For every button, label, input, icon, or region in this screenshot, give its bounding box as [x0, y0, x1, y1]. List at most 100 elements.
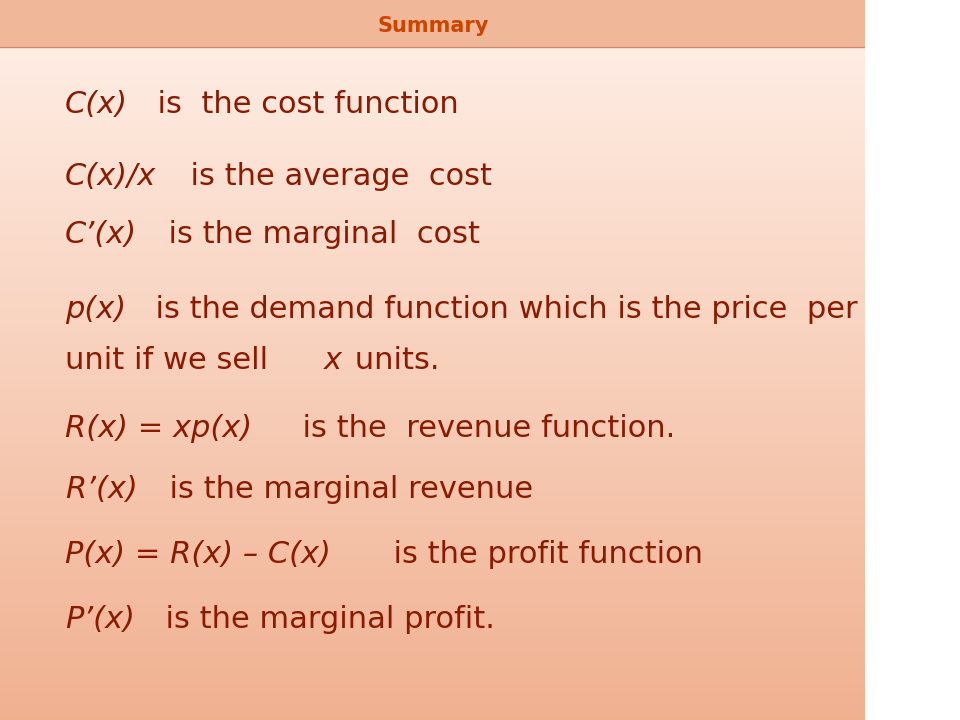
Bar	[0, 535, 866, 538]
Bar	[0, 122, 866, 125]
Bar	[0, 713, 866, 715]
Bar	[0, 459, 866, 461]
Bar	[0, 415, 866, 418]
Bar	[0, 619, 866, 621]
Bar	[0, 336, 866, 338]
Bar	[0, 86, 866, 89]
Bar	[0, 55, 866, 58]
Bar	[0, 101, 866, 103]
Bar	[0, 204, 866, 207]
Bar	[0, 276, 866, 279]
Bar	[0, 547, 866, 549]
Bar	[0, 672, 866, 675]
Bar	[0, 398, 866, 401]
Bar	[0, 41, 866, 43]
Bar	[0, 319, 866, 322]
Bar	[0, 77, 866, 79]
Bar	[0, 120, 866, 122]
Bar	[0, 562, 866, 564]
Bar	[0, 293, 866, 295]
Bar	[0, 189, 866, 192]
Bar	[0, 612, 866, 614]
Text: units.: units.	[345, 346, 440, 374]
Text: R’(x): R’(x)	[65, 475, 137, 504]
Text: is the demand function which is the price  per: is the demand function which is the pric…	[136, 295, 857, 324]
Text: P’(x): P’(x)	[65, 605, 134, 634]
Bar	[0, 358, 866, 360]
Bar	[0, 99, 866, 101]
Bar	[0, 315, 866, 317]
Bar	[0, 180, 866, 182]
Bar	[0, 312, 866, 315]
Text: unit if we sell: unit if we sell	[65, 346, 288, 374]
Bar	[0, 163, 866, 166]
Bar	[0, 610, 866, 612]
Bar	[0, 233, 866, 235]
Bar	[0, 84, 866, 86]
Bar	[0, 182, 866, 185]
Text: C(x): C(x)	[65, 90, 128, 119]
Bar	[0, 324, 866, 326]
Bar	[0, 384, 866, 387]
Bar	[0, 657, 866, 660]
Bar	[0, 22, 866, 24]
Bar	[0, 365, 866, 367]
Bar	[0, 288, 866, 290]
Bar	[0, 636, 866, 639]
Bar	[0, 142, 866, 144]
Bar	[0, 434, 866, 437]
Bar	[0, 691, 866, 693]
Bar	[0, 477, 866, 480]
Bar	[0, 259, 866, 261]
Bar	[0, 53, 866, 55]
Bar	[0, 648, 866, 650]
Bar	[0, 240, 866, 243]
Bar	[0, 238, 866, 240]
Bar	[0, 701, 866, 703]
Bar	[0, 595, 866, 598]
Bar	[0, 499, 866, 502]
Bar	[0, 432, 866, 434]
Bar	[0, 117, 866, 120]
Bar	[0, 590, 866, 593]
Bar	[0, 718, 866, 720]
Bar	[0, 245, 866, 247]
Text: is the marginal profit.: is the marginal profit.	[146, 605, 495, 634]
Bar	[0, 706, 866, 708]
Bar	[0, 420, 866, 423]
Bar	[0, 34, 866, 36]
Bar	[0, 410, 866, 413]
Bar	[0, 475, 866, 477]
Bar	[0, 137, 866, 139]
Bar	[0, 567, 866, 569]
Bar	[0, 600, 866, 603]
Bar	[0, 252, 866, 254]
Bar	[0, 185, 866, 187]
Bar	[0, 569, 866, 571]
Bar	[0, 132, 866, 135]
Bar	[0, 643, 866, 646]
Bar	[0, 482, 866, 485]
Bar	[0, 12, 866, 14]
Bar	[0, 144, 866, 146]
Bar	[0, 382, 866, 384]
Bar	[0, 693, 866, 696]
Bar	[0, 130, 866, 132]
Text: is the average  cost: is the average cost	[171, 162, 492, 191]
Bar	[0, 583, 866, 585]
Bar	[0, 310, 866, 312]
Bar	[0, 444, 866, 446]
Bar	[0, 45, 866, 48]
Bar	[0, 614, 866, 617]
Text: x: x	[324, 346, 342, 374]
Bar	[0, 430, 866, 432]
Bar	[0, 67, 866, 70]
Bar	[0, 521, 866, 523]
Text: is the profit function: is the profit function	[374, 540, 703, 569]
Bar	[0, 593, 866, 595]
Bar	[0, 403, 866, 405]
Bar	[0, 108, 866, 110]
Bar	[0, 466, 866, 468]
Bar	[0, 149, 866, 151]
Bar	[0, 675, 866, 677]
